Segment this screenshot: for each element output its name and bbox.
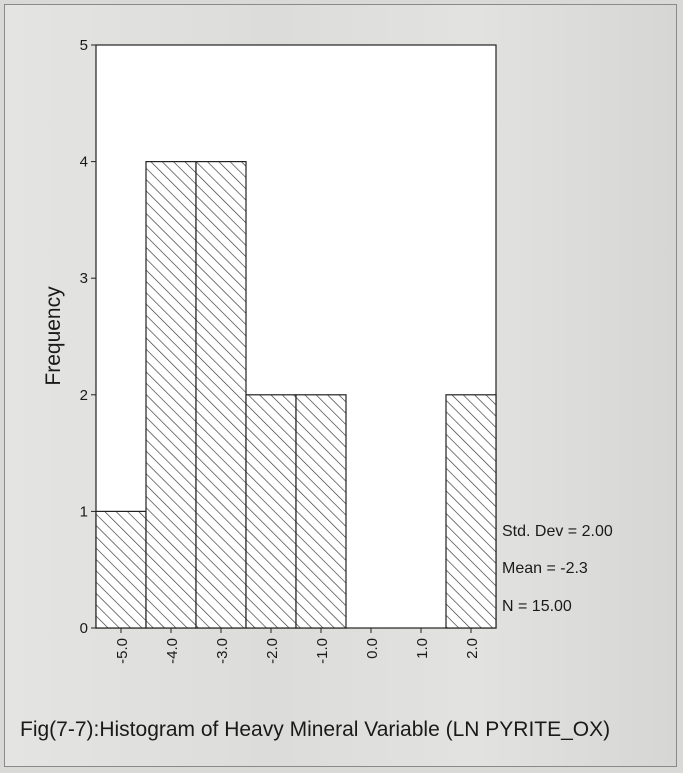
stat-std-dev: Std. Dev = 2.00	[502, 523, 613, 540]
histogram-bar	[445, 394, 497, 629]
histogram-bar	[95, 510, 147, 629]
histogram-bar	[245, 394, 297, 629]
histogram-bar	[145, 161, 197, 629]
y-tick-label: 3	[80, 270, 88, 287]
x-tick-label: -4.0	[164, 638, 181, 664]
x-tick-label: -3.0	[214, 638, 231, 664]
histogram-bar	[195, 161, 247, 629]
figure-caption: Fig(7-7):Histogram of Heavy Mineral Vari…	[20, 718, 611, 741]
y-tick-label: 4	[80, 154, 88, 171]
x-tick-label: 1.0	[414, 638, 431, 659]
stat-mean: Mean = -2.3	[502, 560, 588, 577]
y-tick-label: 0	[80, 620, 88, 637]
histogram-bar	[295, 394, 347, 629]
x-tick-label: 0.0	[364, 638, 381, 659]
x-tick-label: -1.0	[314, 638, 331, 664]
stat-n: N = 15.00	[502, 598, 572, 615]
y-tick-label: 2	[80, 387, 88, 404]
x-tick-label: -2.0	[264, 638, 281, 664]
x-tick-label: -5.0	[114, 638, 131, 664]
x-tick-label: 2.0	[464, 638, 481, 659]
y-tick-label: 1	[80, 503, 88, 520]
y-axis-label: Frequency	[42, 286, 65, 386]
y-tick-label: 5	[80, 37, 88, 54]
